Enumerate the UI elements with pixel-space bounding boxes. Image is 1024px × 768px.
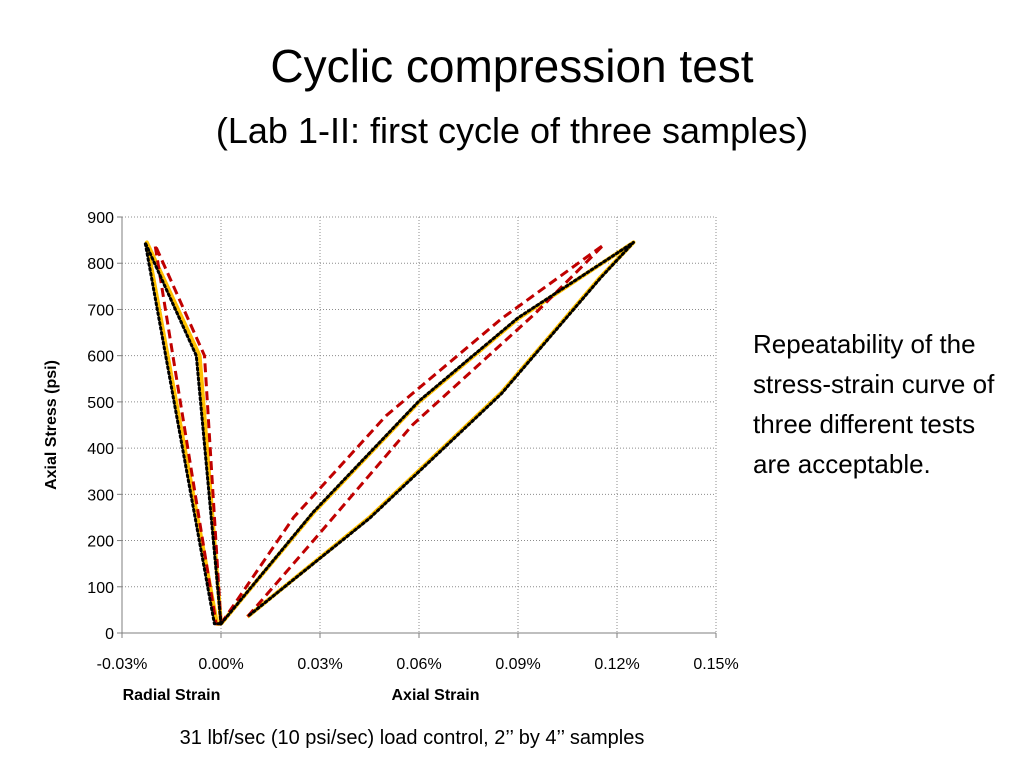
series-line-axial (219, 240, 635, 626)
footnote: 31 lbf/sec (10 psi/sec) load control, 2’… (179, 727, 645, 749)
x-tick-label: 0.03% (297, 656, 342, 673)
y-axis-title: Axial Stress (psi) (43, 360, 60, 490)
y-tick-label: 300 (87, 487, 114, 504)
y-tick-label: 600 (87, 349, 114, 366)
x-tick-label: 0.09% (495, 656, 540, 673)
series-line-radial (153, 243, 223, 626)
y-tick-label: 400 (87, 441, 114, 458)
slide-subtitle: (Lab 1-II: first cycle of three samples) (215, 110, 809, 151)
series-line-radial (143, 240, 223, 626)
x-tick-label: 0.12% (594, 656, 639, 673)
x-tick-label: -0.03% (97, 656, 148, 673)
series-line-axial (219, 240, 636, 626)
y-tick-label: 500 (87, 395, 114, 412)
y-tick-label: 200 (87, 534, 114, 551)
x-axis-title: Radial Strain (123, 687, 221, 704)
y-tick-label: 800 (87, 256, 114, 273)
y-tick-label: 100 (87, 580, 114, 597)
x-axis-title: Axial Strain (391, 687, 479, 704)
x-tick-label: 0.06% (396, 656, 441, 673)
side-note: Repeatability of the stress-strain curve… (753, 329, 995, 479)
y-tick-label: 0 (105, 626, 114, 643)
x-tick-label: 0.15% (693, 656, 738, 673)
x-tick-label: 0.00% (198, 656, 243, 673)
y-tick-label: 700 (87, 302, 114, 319)
y-tick-label: 900 (87, 210, 114, 227)
series-line-axial (219, 243, 606, 625)
slide-title: Cyclic compression test (270, 40, 754, 92)
